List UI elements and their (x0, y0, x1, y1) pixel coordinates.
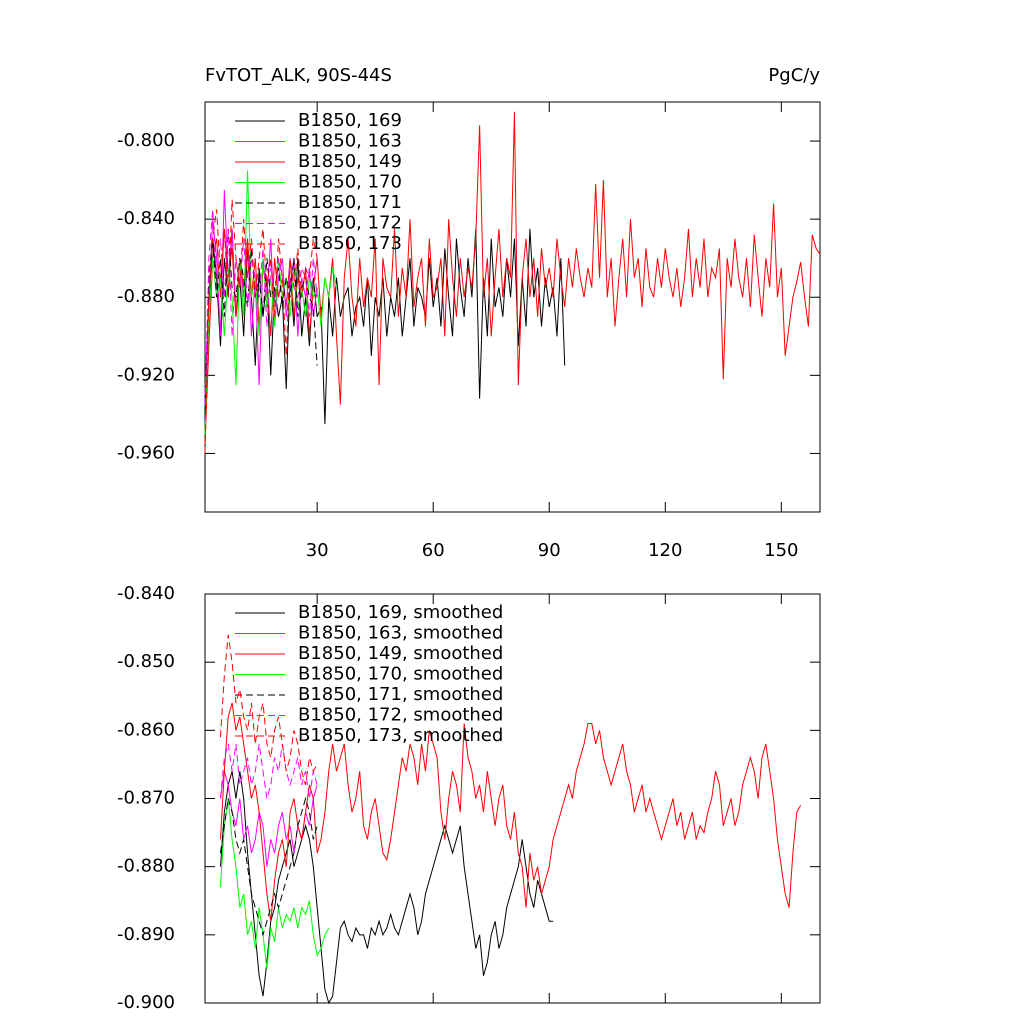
series-line (204, 189, 318, 395)
y-tick-label: -0.890 (117, 924, 175, 945)
legend-label: B1850, 169, smoothed (298, 602, 503, 623)
y-tick-label: -0.840 (117, 583, 175, 604)
series-line (219, 634, 318, 786)
legend-label: B1850, 170 (298, 172, 402, 193)
x-tick-label: 150 (764, 540, 798, 561)
y-tick-label: -0.860 (117, 719, 175, 740)
chart-title: FvTOT_ALK, 90S-44S (205, 65, 392, 86)
legend-label: B1850, 173 (298, 233, 402, 254)
plot-frame (204, 101, 821, 513)
x-tick-label: 30 (306, 540, 329, 561)
y-tick-label: -0.870 (117, 788, 175, 809)
y-tick-label: -0.960 (117, 442, 175, 463)
legend-label: B1850, 172 (298, 213, 402, 234)
series-line (204, 209, 318, 405)
series-line (219, 798, 330, 969)
legend-label: B1850, 149 (298, 151, 402, 172)
legend-label: B1850, 163 (298, 131, 402, 152)
legend-label: B1850, 170, smoothed (298, 664, 503, 685)
series-line (204, 170, 338, 434)
x-tick-label: 60 (422, 540, 445, 561)
legend-label: B1850, 163, smoothed (298, 623, 503, 644)
y-tick-label: -0.920 (117, 364, 175, 385)
series-line (219, 702, 802, 922)
legend-label: B1850, 149, smoothed (298, 643, 503, 664)
y-tick-label: -0.880 (117, 286, 175, 307)
series-line (219, 796, 318, 937)
series-line (204, 228, 318, 415)
legend-label: B1850, 173, smoothed (298, 725, 503, 746)
x-tick-label: 120 (648, 540, 682, 561)
legend-label: B1850, 172, smoothed (298, 705, 503, 726)
units-label: PgC/y (768, 65, 820, 86)
y-tick-label: -0.850 (117, 651, 175, 672)
legend-label: B1850, 171, smoothed (298, 684, 503, 705)
legend-label: B1850, 169 (298, 110, 402, 131)
y-tick-label: -0.900 (117, 992, 175, 1013)
legend-label: B1850, 171 (298, 192, 402, 213)
series-line (219, 743, 318, 799)
y-tick-label: -0.800 (117, 130, 175, 151)
y-tick-label: -0.840 (117, 208, 175, 229)
x-tick-label: 90 (538, 540, 561, 561)
y-tick-label: -0.880 (117, 856, 175, 877)
